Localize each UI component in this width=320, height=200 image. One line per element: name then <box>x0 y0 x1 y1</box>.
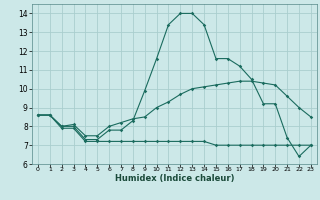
X-axis label: Humidex (Indice chaleur): Humidex (Indice chaleur) <box>115 174 234 183</box>
